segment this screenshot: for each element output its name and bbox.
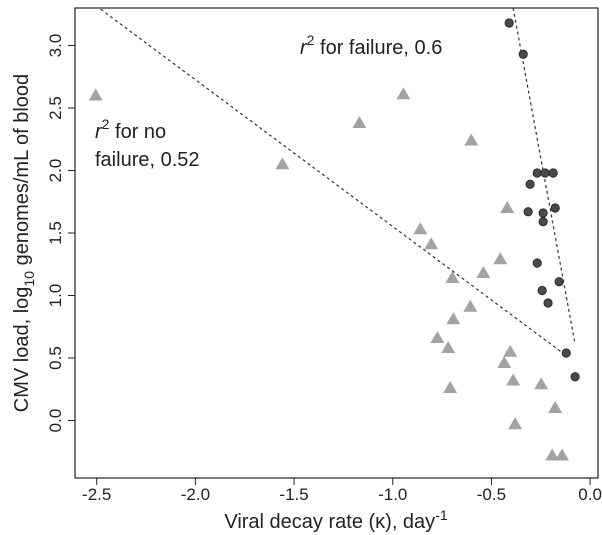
triangle-point [508,417,523,430]
y-axis-label: CMV load, log10 genomes/mL of blood [11,74,37,412]
y-tick-label: 0.5 [46,346,65,370]
annotation-text: for failure, 0.6 [314,37,442,59]
triangle-point [506,373,521,386]
annotation-r: r [95,121,103,143]
annotation-exp: 2 [307,32,315,48]
triangle-point [424,237,439,250]
circle-point [532,258,542,268]
circle-point [548,168,558,178]
y-tick-label: 1.0 [46,284,65,308]
triangle-point [534,377,549,390]
circle-point [537,285,547,296]
triangle-point [275,157,290,170]
triangle-point [445,271,460,283]
triangle-point [548,401,563,413]
triangle-point [396,87,411,100]
annotation-text: for no [109,121,166,143]
circle-point [504,18,514,28]
circle-point [570,372,580,382]
fit-line [100,8,562,353]
circle-point [554,277,564,287]
triangle-point [503,344,518,357]
circle-point [561,348,571,358]
y-label-rest: genomes/mL of blood [11,74,33,271]
y-label-text: CMV load, log [11,287,33,413]
triangle-point [441,341,456,353]
triangle-point [476,266,491,278]
annotation-exp: 2 [102,116,110,132]
circle-point [523,207,533,217]
triangle-point [464,133,479,146]
circle-point [543,298,553,308]
annotation: r2 for no [95,116,166,143]
circle-point [538,208,548,218]
triangle-point [497,356,512,368]
triangle-point [443,381,458,393]
x-tick-label: -2.5 [82,485,111,504]
triangle-point [430,331,445,343]
y-tick-label: 1.5 [46,221,65,245]
circle-point [525,179,535,189]
triangle-point [352,116,367,128]
triangle-point [493,252,508,265]
circle-point [540,168,550,178]
x-tick-label: 0.0 [578,485,602,504]
triangle-point [88,88,103,101]
triangle-point [545,448,560,461]
x-tick-label: -1.0 [378,485,407,504]
y-tick-label: 2.0 [46,159,65,183]
annotation-r: r [300,37,308,59]
circle-point [518,49,528,59]
triangle-point [413,222,428,235]
y-tick-label: 3.0 [46,34,65,58]
circle-point [538,217,548,227]
x-axis-label: Viral decay rate (κ), day-1 [224,507,448,533]
triangle-point [500,201,515,213]
annotation: failure, 0.52 [95,149,200,171]
x-label-text: Viral decay rate (κ), day [224,511,435,533]
x-tick-label: -1.5 [279,485,308,504]
circle-point [532,168,542,178]
plot-frame [74,7,599,479]
triangle-point [446,312,461,325]
y-label-sub: 10 [21,271,37,287]
triangle-point [555,448,570,461]
x-tick-label: -0.5 [477,485,506,504]
y-tick-label: 0.0 [46,409,65,433]
y-tick-label: 2.5 [46,96,65,120]
circle-point [550,203,560,213]
x-tick-label: -2.0 [181,485,210,504]
triangle-point [463,299,478,312]
x-label-sup: -1 [435,507,448,523]
annotation: r2 for failure, 0.6 [300,32,442,59]
